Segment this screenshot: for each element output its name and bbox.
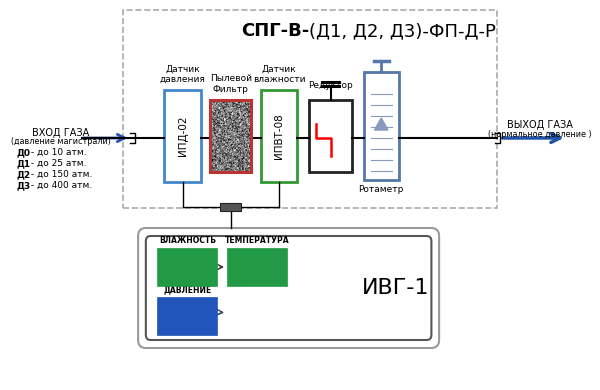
Text: ДАВЛЕНИЕ: ДАВЛЕНИЕ: [163, 285, 211, 294]
Bar: [157, 297, 217, 335]
Bar: [157, 248, 217, 286]
Text: Ротаметр: Ротаметр: [359, 186, 404, 195]
Text: (Д1, Д2, Д3)-ФП-Д-Р: (Д1, Д2, Д3)-ФП-Д-Р: [309, 22, 496, 40]
Text: ИВГ-1: ИВГ-1: [362, 278, 430, 298]
Bar: [227, 248, 287, 286]
Text: ВЛАЖНОСТЬ: ВЛАЖНОСТЬ: [159, 236, 216, 245]
Bar: [260, 90, 298, 182]
Text: ТЕМПЕРАТУРА: ТЕМПЕРАТУРА: [224, 236, 289, 245]
Text: Датчик
давления: Датчик давления: [160, 64, 205, 84]
Text: СПГ-В-: СПГ-В-: [241, 22, 309, 40]
Bar: [211, 100, 251, 172]
Text: Д2: Д2: [17, 170, 31, 179]
Text: Д1: Д1: [17, 159, 31, 168]
Text: ИПВТ-08: ИПВТ-08: [274, 113, 284, 159]
Text: Пылевой
Фильтр: Пылевой Фильтр: [210, 74, 252, 94]
Text: Д3: Д3: [17, 181, 31, 190]
Bar: [364, 72, 398, 180]
Text: - до 10 атм.: - до 10 атм.: [28, 148, 87, 157]
Bar: [220, 203, 241, 211]
Text: (давление магистрали): (давление магистрали): [11, 137, 111, 146]
Text: - до 25 атм.: - до 25 атм.: [28, 159, 86, 168]
Bar: [122, 10, 497, 208]
Text: - до 400 атм.: - до 400 атм.: [28, 181, 92, 190]
Text: (нормальное давление ): (нормальное давление ): [488, 130, 591, 139]
Text: - до 150 атм.: - до 150 атм.: [28, 170, 92, 179]
Bar: [309, 100, 352, 172]
Text: ВХОД ГАЗА: ВХОД ГАЗА: [32, 128, 89, 138]
Text: Датчик
влажности: Датчик влажности: [253, 64, 305, 84]
Text: ИПД-02: ИПД-02: [178, 116, 188, 156]
FancyBboxPatch shape: [138, 228, 439, 348]
Bar: [164, 90, 201, 182]
Text: Редуктор: Редуктор: [308, 81, 353, 90]
Text: ВЫХОД ГАЗА: ВЫХОД ГАЗА: [506, 120, 572, 130]
FancyBboxPatch shape: [146, 236, 431, 340]
Text: Д0: Д0: [17, 148, 31, 157]
Polygon shape: [374, 118, 388, 130]
